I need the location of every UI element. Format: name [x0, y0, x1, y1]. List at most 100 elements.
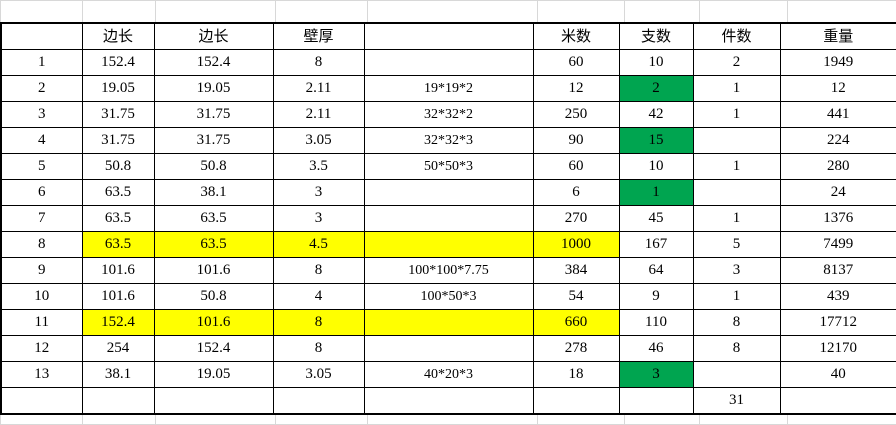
cell-package-count[interactable]: 1: [693, 76, 780, 102]
cell-wall-thickness[interactable]: 3: [273, 180, 364, 206]
cell-branch-count[interactable]: 2: [619, 76, 693, 102]
cell-weight[interactable]: 12: [780, 76, 896, 102]
cell-package-count[interactable]: 1: [693, 284, 780, 310]
cell-package-count[interactable]: 3: [693, 258, 780, 284]
cell-package-count[interactable]: 2: [693, 50, 780, 76]
cell-specification[interactable]: [364, 180, 533, 206]
cell-side-length-a[interactable]: 63.5: [82, 180, 154, 206]
cell-row-index[interactable]: 5: [1, 154, 82, 180]
cell-package-count[interactable]: 1: [693, 206, 780, 232]
cell-side-length-a[interactable]: [82, 388, 154, 415]
cell-meter-count[interactable]: 6: [533, 180, 619, 206]
cell-side-length-b[interactable]: 31.75: [154, 128, 273, 154]
cell-meter-count[interactable]: 60: [533, 50, 619, 76]
cell-row-index[interactable]: 7: [1, 206, 82, 232]
cell-weight[interactable]: 280: [780, 154, 896, 180]
cell-side-length-b[interactable]: 101.6: [154, 258, 273, 284]
cell-meter-count[interactable]: 278: [533, 336, 619, 362]
cell-side-length-b[interactable]: 19.05: [154, 76, 273, 102]
cell-package-count[interactable]: 1: [693, 102, 780, 128]
cell-wall-thickness[interactable]: 2.11: [273, 76, 364, 102]
cell-weight[interactable]: 1376: [780, 206, 896, 232]
cell-package-count[interactable]: [693, 128, 780, 154]
cell-side-length-b[interactable]: 50.8: [154, 284, 273, 310]
cell-weight[interactable]: [780, 388, 896, 415]
cell-branch-count[interactable]: 46: [619, 336, 693, 362]
cell-row-index[interactable]: 13: [1, 362, 82, 388]
cell-meter-count[interactable]: 660: [533, 310, 619, 336]
cell-branch-count[interactable]: 45: [619, 206, 693, 232]
cell-meter-count[interactable]: 18: [533, 362, 619, 388]
cell-wall-thickness[interactable]: 8: [273, 50, 364, 76]
cell-side-length-b[interactable]: [154, 388, 273, 415]
cell-branch-count[interactable]: 10: [619, 50, 693, 76]
cell-side-length-b[interactable]: 38.1: [154, 180, 273, 206]
cell-specification[interactable]: [364, 310, 533, 336]
cell-side-length-a[interactable]: 63.5: [82, 232, 154, 258]
cell-side-length-b[interactable]: 19.05: [154, 362, 273, 388]
cell-side-length-b[interactable]: 50.8: [154, 154, 273, 180]
cell-row-index[interactable]: 8: [1, 232, 82, 258]
cell-side-length-a[interactable]: 152.4: [82, 310, 154, 336]
cell-specification[interactable]: 40*20*3: [364, 362, 533, 388]
cell-meter-count[interactable]: 250: [533, 102, 619, 128]
cell-side-length-b[interactable]: 31.75: [154, 102, 273, 128]
cell-weight[interactable]: 12170: [780, 336, 896, 362]
cell-weight[interactable]: 1949: [780, 50, 896, 76]
cell-wall-thickness[interactable]: 3: [273, 206, 364, 232]
cell-side-length-a[interactable]: 152.4: [82, 50, 154, 76]
cell-specification[interactable]: [364, 388, 533, 415]
cell-row-index[interactable]: 1: [1, 50, 82, 76]
cell-row-index[interactable]: 10: [1, 284, 82, 310]
cell-meter-count[interactable]: 270: [533, 206, 619, 232]
cell-weight[interactable]: 17712: [780, 310, 896, 336]
cell-weight[interactable]: 8137: [780, 258, 896, 284]
cell-weight[interactable]: 224: [780, 128, 896, 154]
cell-branch-count[interactable]: 110: [619, 310, 693, 336]
cell-row-index[interactable]: 6: [1, 180, 82, 206]
cell-specification[interactable]: [364, 50, 533, 76]
cell-meter-count[interactable]: 54: [533, 284, 619, 310]
cell-row-index[interactable]: 12: [1, 336, 82, 362]
cell-branch-count[interactable]: 3: [619, 362, 693, 388]
cell-specification[interactable]: [364, 206, 533, 232]
cell-meter-count[interactable]: 12: [533, 76, 619, 102]
cell-branch-count[interactable]: 10: [619, 154, 693, 180]
cell-wall-thickness[interactable]: 3.5: [273, 154, 364, 180]
cell-side-length-b[interactable]: 152.4: [154, 50, 273, 76]
cell-side-length-a[interactable]: 50.8: [82, 154, 154, 180]
cell-side-length-a[interactable]: 101.6: [82, 258, 154, 284]
cell-side-length-a[interactable]: 31.75: [82, 128, 154, 154]
cell-specification[interactable]: 19*19*2: [364, 76, 533, 102]
cell-specification[interactable]: [364, 336, 533, 362]
cell-row-index[interactable]: [1, 388, 82, 415]
cell-side-length-a[interactable]: 38.1: [82, 362, 154, 388]
cell-side-length-a[interactable]: 31.75: [82, 102, 154, 128]
cell-side-length-b[interactable]: 63.5: [154, 206, 273, 232]
cell-wall-thickness[interactable]: 8: [273, 336, 364, 362]
cell-wall-thickness[interactable]: 2.11: [273, 102, 364, 128]
cell-branch-count[interactable]: 9: [619, 284, 693, 310]
cell-meter-count[interactable]: [533, 388, 619, 415]
cell-specification[interactable]: 50*50*3: [364, 154, 533, 180]
cell-specification[interactable]: 32*32*2: [364, 102, 533, 128]
cell-wall-thickness[interactable]: 3.05: [273, 362, 364, 388]
cell-specification[interactable]: [364, 232, 533, 258]
cell-row-index[interactable]: 9: [1, 258, 82, 284]
cell-row-index[interactable]: 11: [1, 310, 82, 336]
cell-wall-thickness[interactable]: 3.05: [273, 128, 364, 154]
cell-meter-count[interactable]: 60: [533, 154, 619, 180]
cell-wall-thickness[interactable]: [273, 388, 364, 415]
cell-weight[interactable]: 24: [780, 180, 896, 206]
cell-branch-count[interactable]: 167: [619, 232, 693, 258]
cell-side-length-a[interactable]: 254: [82, 336, 154, 362]
